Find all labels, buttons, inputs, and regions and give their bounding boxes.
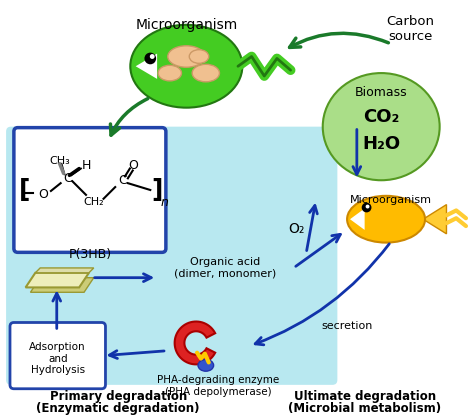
Text: C: C: [63, 172, 72, 185]
Text: PHA-degrading enzyme
(PHA depolymerase): PHA-degrading enzyme (PHA depolymerase): [157, 375, 280, 397]
Ellipse shape: [198, 359, 214, 371]
Polygon shape: [423, 205, 447, 234]
Ellipse shape: [189, 50, 209, 63]
Text: Ultimate degradation: Ultimate degradation: [293, 390, 436, 403]
Text: Microorganism: Microorganism: [135, 17, 237, 32]
Text: Carbon
source: Carbon source: [386, 15, 435, 42]
Ellipse shape: [192, 64, 219, 82]
Text: H₂O: H₂O: [362, 135, 400, 153]
Text: CO₂: CO₂: [363, 108, 400, 126]
Text: C: C: [118, 174, 128, 187]
Text: Biomass: Biomass: [355, 86, 408, 99]
Text: (Microbial metabolism): (Microbial metabolism): [288, 402, 441, 416]
Polygon shape: [36, 268, 94, 273]
Circle shape: [145, 52, 156, 64]
Polygon shape: [350, 208, 365, 230]
Polygon shape: [30, 277, 94, 292]
Text: H: H: [82, 159, 91, 172]
Text: O: O: [128, 159, 137, 172]
Text: Primary degradation: Primary degradation: [49, 390, 187, 403]
Text: CH₂: CH₂: [83, 197, 104, 207]
Text: (Enzymatic degradation): (Enzymatic degradation): [36, 402, 200, 416]
Text: Microorganism: Microorganism: [350, 195, 432, 205]
Polygon shape: [174, 322, 215, 364]
Text: $n$: $n$: [160, 196, 169, 209]
FancyBboxPatch shape: [10, 322, 106, 389]
Circle shape: [362, 203, 372, 213]
FancyBboxPatch shape: [6, 126, 337, 385]
Ellipse shape: [168, 46, 205, 67]
Text: P(3HB): P(3HB): [68, 248, 111, 261]
Text: CH₃: CH₃: [49, 156, 70, 166]
Ellipse shape: [158, 65, 182, 81]
Text: O₂: O₂: [288, 222, 305, 236]
Ellipse shape: [130, 25, 242, 108]
FancyBboxPatch shape: [14, 128, 166, 253]
Circle shape: [365, 205, 370, 208]
Text: Adsorption
and
Hydrolysis: Adsorption and Hydrolysis: [29, 342, 86, 375]
Polygon shape: [26, 273, 89, 287]
Circle shape: [150, 54, 155, 59]
Text: $\mathbf{]}$: $\mathbf{]}$: [152, 176, 163, 203]
Text: Organic acid
(dimer, monomer): Organic acid (dimer, monomer): [174, 257, 276, 279]
Ellipse shape: [323, 73, 440, 180]
Text: O: O: [38, 188, 48, 201]
Polygon shape: [136, 54, 157, 79]
Ellipse shape: [347, 196, 425, 243]
Text: secretion: secretion: [321, 322, 373, 332]
Text: $\mathbf{[}$: $\mathbf{[}$: [18, 176, 29, 203]
